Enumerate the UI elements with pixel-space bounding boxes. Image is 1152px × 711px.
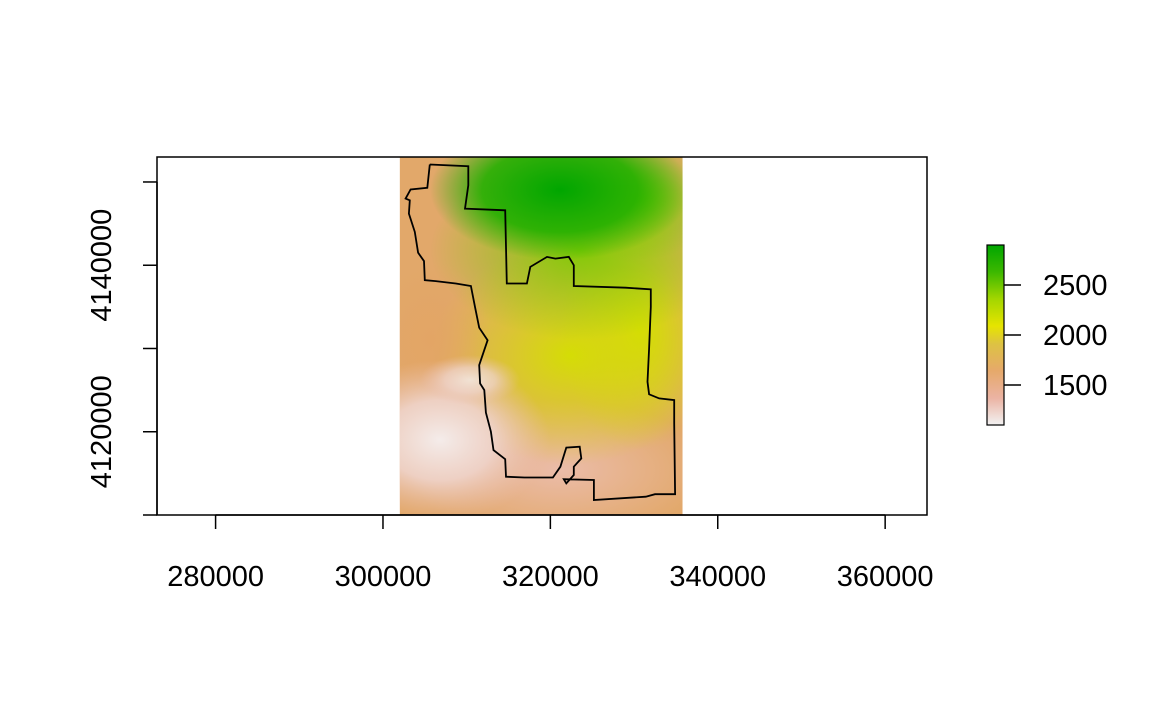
raster-peak-north [430, 157, 683, 260]
legend-colorbar [986, 244, 1005, 426]
raster-pink-valley [420, 355, 520, 405]
legend-ticks: 1500 2000 2500 [1004, 270, 1108, 402]
x-tick-label: 280000 [167, 561, 264, 593]
color-legend: 1500 2000 2500 [986, 244, 1108, 426]
legend-tick-label: 2000 [1043, 320, 1108, 352]
y-tick-label: 4140000 [86, 209, 118, 322]
x-tick-label: 320000 [502, 561, 599, 593]
elevation-raster [399, 157, 683, 515]
x-tick-label: 340000 [669, 561, 766, 593]
park-boundary [404, 163, 677, 501]
y-axis: 4120000 4140000 [86, 181, 158, 516]
y-tick-label: 4120000 [86, 375, 118, 488]
x-axis: 280000 300000 320000 340000 360000 [167, 514, 934, 593]
legend-tick-label: 2500 [1043, 270, 1108, 302]
x-tick-label: 360000 [837, 561, 934, 593]
x-tick-label: 300000 [335, 561, 432, 593]
legend-tick-label: 1500 [1043, 370, 1108, 402]
